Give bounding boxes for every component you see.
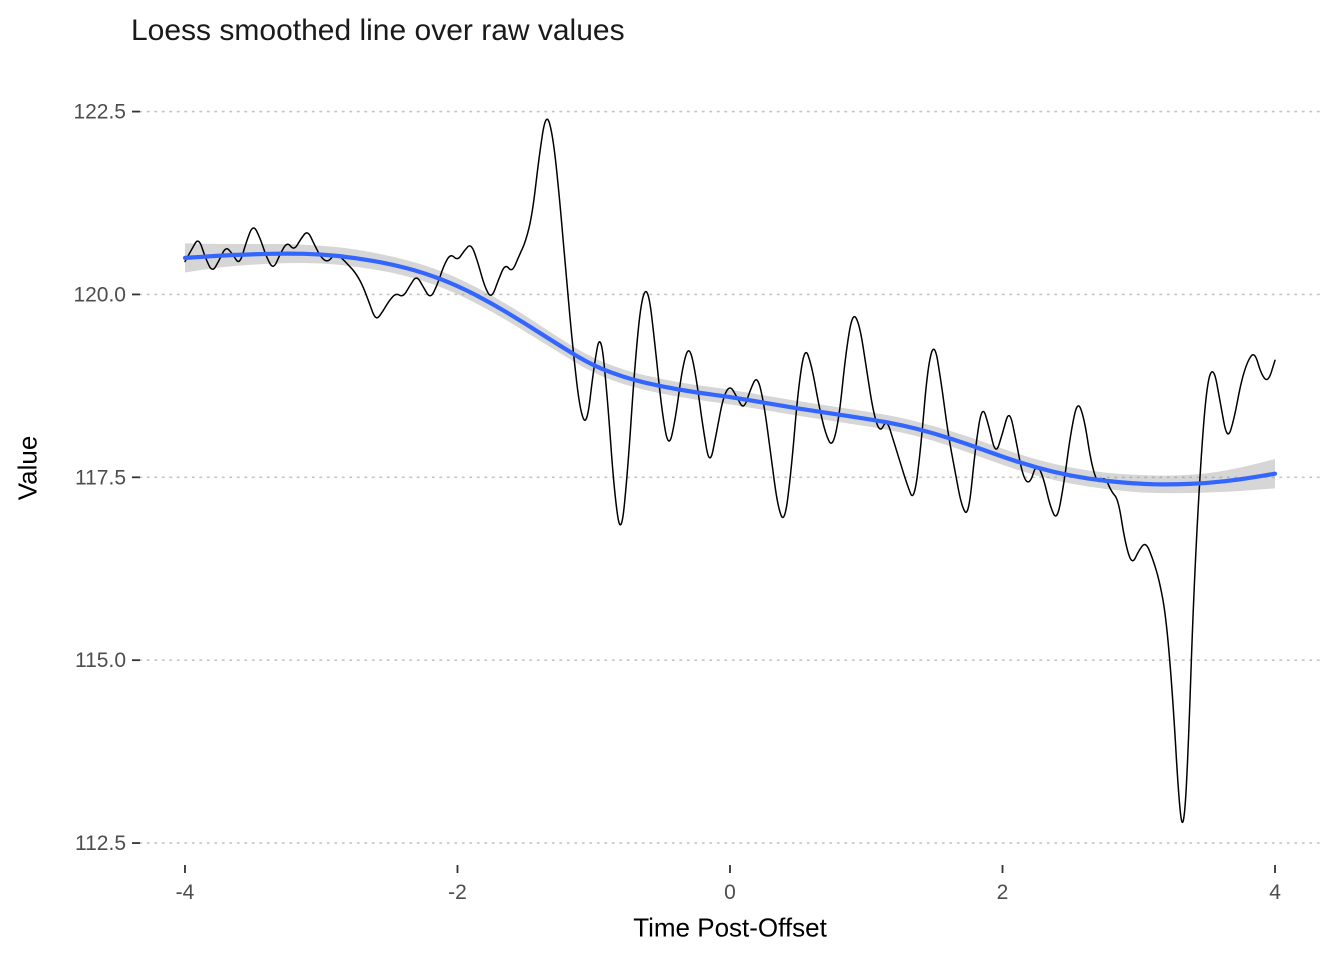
- y-tick-label: 115.0: [75, 649, 126, 672]
- y-axis-label: Value: [12, 435, 43, 501]
- x-tick-label: -4: [176, 881, 195, 904]
- x-tick-label: 0: [724, 881, 736, 904]
- raw-line-series: [184, 118, 1276, 824]
- x-tick-label: 4: [1269, 881, 1281, 904]
- x-tick-label: -2: [448, 881, 467, 904]
- chart-title: Loess smoothed line over raw values: [131, 14, 625, 47]
- y-tick-label: 117.5: [75, 466, 126, 489]
- confidence-ribbon: [185, 243, 1275, 494]
- x-axis-label: Time Post-Offset: [633, 912, 827, 943]
- y-tick-label: 122.5: [73, 101, 126, 124]
- y-tick-label: 120.0: [73, 283, 126, 306]
- x-tick-label: 2: [997, 881, 1009, 904]
- loess-line-series: [182, 251, 1278, 487]
- y-tick-label: 112.5: [75, 832, 126, 855]
